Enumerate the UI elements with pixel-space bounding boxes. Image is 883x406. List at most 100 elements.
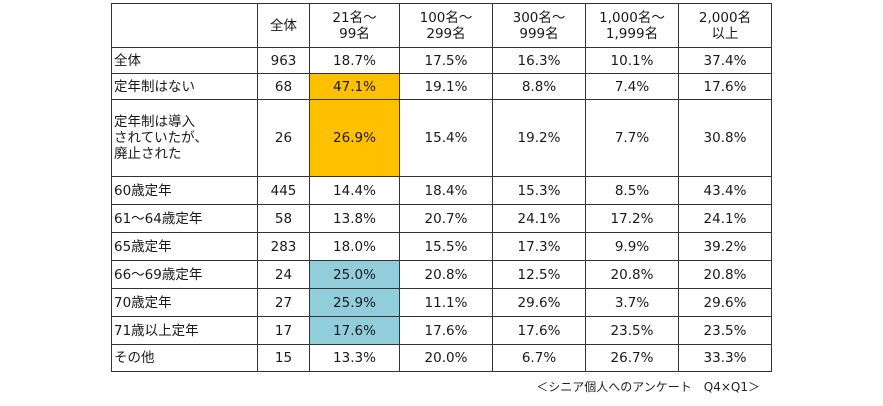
column-header-line: 99名: [339, 25, 370, 42]
respondent-count-cell: 27: [257, 288, 310, 317]
percentage-cell: 20.8%: [585, 260, 679, 289]
respondent-count-cell: 58: [257, 204, 310, 233]
header-row: 全体 21名～ 99名 100名～ 299名 300名～ 999名 1,000名～ 1,999名…: [111, 3, 772, 48]
percentage-cell: 19.2%: [492, 99, 586, 177]
column-header-line: 1,999名: [605, 25, 659, 42]
percentage-cell: 23.5%: [585, 316, 679, 345]
percentage-cell: 25.0%: [309, 260, 400, 289]
table-row: 66～69歳定年 24 25.0% 20.8% 12.5% 20.8% 20.8%: [111, 260, 772, 289]
row-label: 66～69歳定年: [111, 260, 258, 289]
row-label: 定年制は導入 されていたが、 廃止された: [111, 99, 258, 177]
respondent-count-cell: 445: [257, 176, 310, 205]
percentage-cell: 20.0%: [399, 344, 493, 372]
respondent-count-cell: 283: [257, 232, 310, 261]
column-header-line: 2,000名: [698, 9, 752, 26]
percentage-cell: 47.1%: [309, 73, 400, 100]
column-header: 全体: [257, 3, 310, 48]
respondent-count-cell: 15: [257, 344, 310, 372]
respondent-count-cell: 68: [257, 73, 310, 100]
percentage-cell: 8.5%: [585, 176, 679, 205]
percentage-cell: 17.6%: [399, 316, 493, 345]
percentage-cell: 9.9%: [585, 232, 679, 261]
percentage-cell: 15.4%: [399, 99, 493, 177]
column-header-line: 全体: [270, 17, 297, 34]
percentage-cell: 37.4%: [678, 47, 772, 74]
percentage-cell: 15.5%: [399, 232, 493, 261]
table-row: 65歳定年 283 18.0% 15.5% 17.3% 9.9% 39.2%: [111, 232, 772, 261]
crosstab-table: 全体 21名～ 99名 100名～ 299名 300名～ 999名 1,000名～ 1,999名…: [111, 3, 772, 372]
table-row: 全体 963 18.7% 17.5% 16.3% 10.1% 37.4%: [111, 47, 772, 74]
column-header-line: 300名～: [512, 9, 566, 26]
column-header: 2,000名 以上: [678, 3, 772, 48]
percentage-cell: 30.8%: [678, 99, 772, 177]
table-row: 61～64歳定年 58 13.8% 20.7% 24.1% 17.2% 24.1%: [111, 204, 772, 233]
column-header-line: 999名: [519, 25, 559, 42]
percentage-cell: 24.1%: [492, 204, 586, 233]
table-row: 60歳定年 445 14.4% 18.4% 15.3% 8.5% 43.4%: [111, 176, 772, 205]
percentage-cell: 14.4%: [309, 176, 400, 205]
row-label: その他: [111, 344, 258, 372]
percentage-cell: 43.4%: [678, 176, 772, 205]
percentage-cell: 10.1%: [585, 47, 679, 74]
percentage-cell: 23.5%: [678, 316, 772, 345]
row-label: 61～64歳定年: [111, 204, 258, 233]
percentage-cell: 3.7%: [585, 288, 679, 317]
table-row: 定年制は導入 されていたが、 廃止された 26 26.9% 15.4% 19.2% 7.7…: [111, 99, 772, 177]
row-label: 定年制はない: [111, 73, 258, 100]
respondent-count-cell: 24: [257, 260, 310, 289]
percentage-cell: 18.4%: [399, 176, 493, 205]
percentage-cell: 8.8%: [492, 73, 586, 100]
percentage-cell: 17.6%: [678, 73, 772, 100]
column-header-line: 1,000名～: [599, 9, 665, 26]
percentage-cell: 16.3%: [492, 47, 586, 74]
percentage-cell: 17.2%: [585, 204, 679, 233]
percentage-cell: 25.9%: [309, 288, 400, 317]
table-row: 定年制はない 68 47.1% 19.1% 8.8% 7.4% 17.6%: [111, 73, 772, 100]
percentage-cell: 18.7%: [309, 47, 400, 74]
percentage-cell: 12.5%: [492, 260, 586, 289]
column-header-line: 21名～: [332, 9, 377, 26]
respondent-count-cell: 26: [257, 99, 310, 177]
percentage-cell: 11.1%: [399, 288, 493, 317]
row-label: 全体: [111, 47, 258, 74]
percentage-cell: 17.5%: [399, 47, 493, 74]
header-corner-diagonal: [111, 3, 258, 48]
percentage-cell: 29.6%: [678, 288, 772, 317]
percentage-cell: 6.7%: [492, 344, 586, 372]
percentage-cell: 33.3%: [678, 344, 772, 372]
percentage-cell: 15.3%: [492, 176, 586, 205]
row-label: 60歳定年: [111, 176, 258, 205]
percentage-cell: 18.0%: [309, 232, 400, 261]
percentage-cell: 26.9%: [309, 99, 400, 177]
percentage-cell: 17.6%: [309, 316, 400, 345]
source-caption: ＜シニア個人へのアンケート Q4×Q1＞: [536, 380, 760, 394]
respondent-count-cell: 17: [257, 316, 310, 345]
percentage-cell: 24.1%: [678, 204, 772, 233]
table-row: その他 15 13.3% 20.0% 6.7% 26.7% 33.3%: [111, 344, 772, 372]
column-header-line: 以上: [711, 25, 739, 42]
row-label: 70歳定年: [111, 288, 258, 317]
percentage-cell: 20.8%: [678, 260, 772, 289]
percentage-cell: 17.6%: [492, 316, 586, 345]
percentage-cell: 13.3%: [309, 344, 400, 372]
percentage-cell: 39.2%: [678, 232, 772, 261]
row-label: 65歳定年: [111, 232, 258, 261]
column-header-line: 299名: [426, 25, 466, 42]
percentage-cell: 7.7%: [585, 99, 679, 177]
percentage-cell: 29.6%: [492, 288, 586, 317]
percentage-cell: 26.7%: [585, 344, 679, 372]
percentage-cell: 17.3%: [492, 232, 586, 261]
table-row: 70歳定年 27 25.9% 11.1% 29.6% 3.7% 29.6%: [111, 288, 772, 317]
respondent-count-cell: 963: [257, 47, 310, 74]
percentage-cell: 13.8%: [309, 204, 400, 233]
column-header: 300名～ 999名: [492, 3, 586, 48]
column-header: 21名～ 99名: [309, 3, 400, 48]
percentage-cell: 7.4%: [585, 73, 679, 100]
column-header-line: 100名～: [419, 9, 473, 26]
percentage-cell: 20.8%: [399, 260, 493, 289]
row-label: 71歳以上定年: [111, 316, 258, 345]
percentage-cell: 20.7%: [399, 204, 493, 233]
percentage-cell: 19.1%: [399, 73, 493, 100]
column-header: 1,000名～ 1,999名: [585, 3, 679, 48]
column-header: 100名～ 299名: [399, 3, 493, 48]
